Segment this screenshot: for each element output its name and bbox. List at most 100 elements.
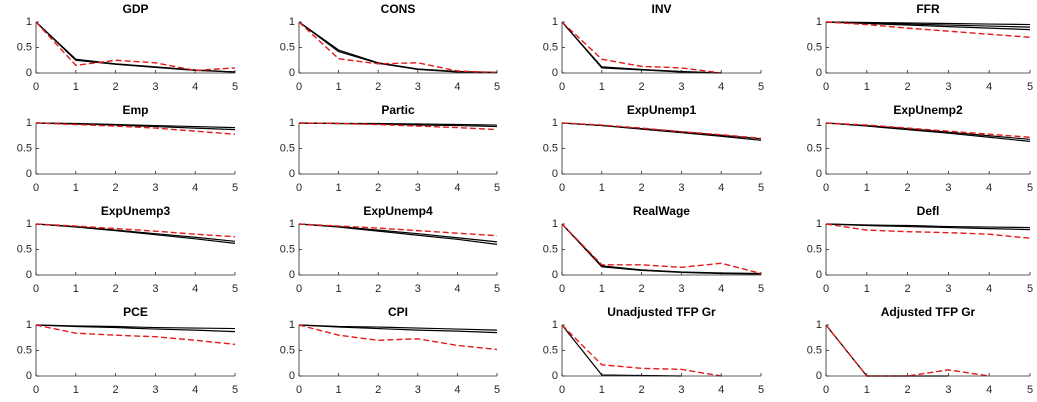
x-tick-label: 5 bbox=[494, 384, 500, 396]
y-tick-label: 0.5 bbox=[807, 243, 822, 255]
y-tick-label: 0 bbox=[26, 269, 32, 281]
x-tick-label: 2 bbox=[905, 182, 911, 194]
plot-area bbox=[562, 21, 722, 74]
y-tick-label: 0 bbox=[552, 269, 558, 281]
y-tick-label: 0 bbox=[816, 269, 822, 281]
y-tick-label: 1 bbox=[289, 218, 295, 230]
chart-title: ExpUnemp3 bbox=[101, 204, 171, 218]
plot-area bbox=[826, 223, 1031, 239]
y-tick-label: 1 bbox=[289, 16, 295, 28]
chart-title: CONS bbox=[381, 2, 416, 16]
y-tick-label: 1 bbox=[26, 218, 32, 230]
series-line bbox=[299, 122, 498, 128]
y-tick-label: 0.5 bbox=[17, 41, 32, 53]
y-tick-label: 1 bbox=[816, 117, 822, 129]
x-tick-label: 4 bbox=[192, 182, 198, 194]
x-tick-label: 1 bbox=[73, 182, 79, 194]
x-tick-label: 3 bbox=[945, 81, 951, 93]
x-tick-label: 3 bbox=[678, 182, 684, 194]
series-line bbox=[36, 21, 236, 72]
x-tick-label: 4 bbox=[718, 283, 724, 295]
series-line bbox=[826, 223, 1031, 231]
x-tick-label: 1 bbox=[599, 283, 605, 295]
series-line bbox=[826, 122, 1031, 138]
series-line bbox=[36, 324, 236, 333]
series-line bbox=[36, 223, 236, 238]
y-tick-label: 0.5 bbox=[543, 344, 558, 356]
x-tick-label: 5 bbox=[232, 384, 238, 396]
x-tick-label: 2 bbox=[905, 81, 911, 93]
x-tick-label: 1 bbox=[336, 384, 342, 396]
y-tick-label: 0.5 bbox=[280, 243, 295, 255]
series-line bbox=[826, 21, 1031, 38]
chart-title: CPI bbox=[388, 305, 408, 319]
x-tick-label: 2 bbox=[113, 283, 119, 295]
x-tick-label: 2 bbox=[375, 283, 381, 295]
series-line bbox=[36, 223, 236, 242]
y-tick-label: 0.5 bbox=[543, 142, 558, 154]
subplot: CONS 0 0.5 1 0 1 2 3 4 5 bbox=[280, 2, 500, 93]
x-tick-label: 4 bbox=[192, 283, 198, 295]
y-tick-label: 0.5 bbox=[17, 243, 32, 255]
subplot: Unadjusted TFP Gr 0 0.5 1 0 1 2 3 4 5 bbox=[543, 305, 764, 396]
x-tick-label: 3 bbox=[945, 182, 951, 194]
plot-area bbox=[36, 122, 236, 135]
series-line bbox=[299, 21, 498, 74]
subplot: ExpUnemp3 0 0.5 1 0 1 2 3 4 5 bbox=[17, 204, 238, 295]
y-tick-label: 0 bbox=[552, 168, 558, 180]
y-tick-label: 0.5 bbox=[807, 142, 822, 154]
subplot: CPI 0 0.5 1 0 1 2 3 4 5 bbox=[280, 305, 500, 396]
y-tick-label: 0 bbox=[552, 370, 558, 382]
x-tick-label: 3 bbox=[678, 283, 684, 295]
x-tick-label: 1 bbox=[336, 182, 342, 194]
series-line bbox=[299, 223, 498, 237]
series-line bbox=[826, 21, 1031, 26]
x-tick-label: 0 bbox=[296, 384, 302, 396]
x-tick-label: 5 bbox=[758, 182, 764, 194]
plot-area bbox=[562, 324, 722, 377]
chart-title: PCE bbox=[123, 305, 148, 319]
plot-area bbox=[299, 324, 498, 351]
y-tick-label: 1 bbox=[552, 218, 558, 230]
x-tick-label: 2 bbox=[375, 182, 381, 194]
x-tick-label: 2 bbox=[113, 81, 119, 93]
plot-area bbox=[36, 223, 236, 244]
x-tick-label: 1 bbox=[864, 81, 870, 93]
x-tick-label: 1 bbox=[336, 283, 342, 295]
x-tick-label: 4 bbox=[454, 81, 460, 93]
subplot: GDP 0 0.5 1 0 1 2 3 4 5 bbox=[17, 2, 238, 93]
y-tick-label: 0 bbox=[816, 370, 822, 382]
chart-title: FFR bbox=[916, 2, 940, 16]
plot-area bbox=[826, 324, 990, 377]
chart-title: RealWage bbox=[633, 204, 690, 218]
subplot: FFR 0 0.5 1 0 1 2 3 4 5 bbox=[807, 2, 1033, 93]
series-line bbox=[36, 122, 236, 135]
y-tick-label: 1 bbox=[26, 117, 32, 129]
y-tick-label: 0.5 bbox=[543, 243, 558, 255]
x-tick-label: 5 bbox=[494, 182, 500, 194]
x-tick-label: 3 bbox=[415, 81, 421, 93]
plot-area bbox=[299, 122, 498, 131]
series-line bbox=[826, 223, 1031, 239]
y-tick-label: 0 bbox=[552, 67, 558, 79]
subplot: Partic 0 0.5 1 0 1 2 3 4 5 bbox=[280, 103, 500, 194]
x-tick-label: 2 bbox=[375, 384, 381, 396]
x-tick-label: 3 bbox=[152, 384, 158, 396]
y-tick-label: 0 bbox=[26, 370, 32, 382]
subplot: ExpUnemp4 0 0.5 1 0 1 2 3 4 5 bbox=[280, 204, 500, 295]
x-tick-label: 5 bbox=[1027, 182, 1033, 194]
y-tick-label: 0.5 bbox=[807, 41, 822, 53]
subplot: PCE 0 0.5 1 0 1 2 3 4 5 bbox=[17, 305, 238, 396]
y-tick-label: 1 bbox=[289, 117, 295, 129]
x-tick-label: 0 bbox=[559, 384, 565, 396]
plot-area bbox=[36, 21, 236, 73]
chart-title: ExpUnemp1 bbox=[627, 103, 697, 117]
x-tick-label: 3 bbox=[945, 384, 951, 396]
x-tick-label: 5 bbox=[1027, 384, 1033, 396]
series-line bbox=[826, 122, 1031, 142]
subplot: RealWage 0 0.5 1 0 1 2 3 4 5 bbox=[543, 204, 764, 295]
x-tick-label: 4 bbox=[192, 81, 198, 93]
x-tick-label: 3 bbox=[152, 182, 158, 194]
x-tick-label: 1 bbox=[73, 81, 79, 93]
